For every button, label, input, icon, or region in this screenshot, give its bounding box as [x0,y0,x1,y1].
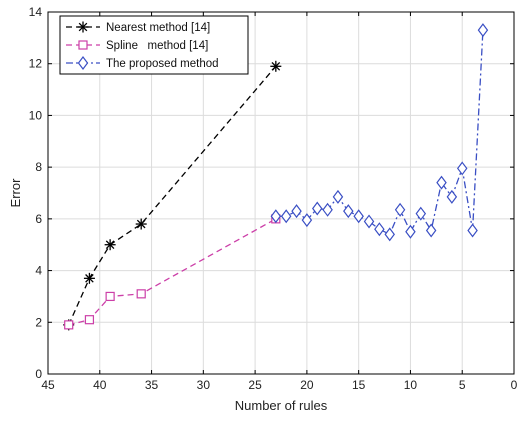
x-tick-label: 40 [93,378,107,392]
x-tick-label: 10 [404,378,418,392]
data-point [353,209,364,224]
data-point [84,315,95,325]
asterisk-stroke [105,240,115,250]
legend-item: The proposed method [66,56,219,70]
data-point [311,201,323,216]
y-tick-label: 6 [35,212,42,226]
data-point [105,291,115,302]
data-point [374,222,385,237]
data-point [394,202,406,217]
x-axis-label: Number of rules [235,398,328,413]
data-point [104,239,116,251]
data-point [467,223,478,238]
data-point [477,23,489,38]
legend-item: Nearest method [14] [66,21,210,34]
legend-label: Spline method [14] [106,40,208,52]
x-tick-label: 35 [145,378,159,392]
data-point [446,189,458,204]
data-point [280,209,292,224]
data-point [436,175,447,190]
data-point [322,202,333,217]
x-tick-label: 15 [352,378,366,392]
data-point [456,161,468,176]
y-tick-label: 14 [29,5,43,19]
data-point [301,213,313,228]
data-point [270,60,282,72]
series-2 [270,23,489,242]
x-tick-label: 25 [248,378,262,392]
data-point [291,204,302,219]
data-point [415,206,427,221]
data-point [332,189,344,204]
legend-marker [77,21,89,33]
data-point [343,204,354,219]
y-tick-label: 4 [35,264,42,278]
x-tick-label: 30 [197,378,211,392]
x-tick-label: 5 [459,378,466,392]
data-point [135,218,147,230]
data-point [363,214,375,229]
data-point [384,227,395,242]
plot-frame [47,11,515,375]
asterisk-stroke [85,274,94,283]
legend-label: The proposed method [106,58,219,70]
series-layer [63,23,489,331]
axis-ticks: 45 40 35 30 25 20 15 10 5 0 0 2 4 6 8 10 12 14 [29,5,518,392]
asterisk-stroke [271,61,281,71]
data-point [64,320,74,330]
x-tick-label: 20 [300,378,314,392]
y-tick-label: 2 [35,315,42,329]
y-axis-label: Error [8,178,23,208]
legend-marker [78,40,88,50]
data-point [136,289,146,299]
x-tick-label: 45 [41,378,55,392]
asterisk-stroke [136,219,146,229]
data-point [425,223,437,238]
legend-marker [77,56,89,70]
legend-label: Nearest method [14] [106,22,210,34]
y-tick-label: 8 [35,160,42,174]
data-point [405,224,416,239]
legend-item: Spline method [14] [66,40,208,52]
y-tick-label: 0 [35,367,42,381]
data-point [83,272,95,284]
asterisk-stroke [78,22,88,32]
data-point [270,209,282,224]
legend: Nearest method [14] Spline method [14] The… [59,15,249,75]
y-tick-label: 12 [29,57,43,71]
x-tick-label: 0 [511,378,518,392]
y-tick-label: 10 [29,108,43,122]
